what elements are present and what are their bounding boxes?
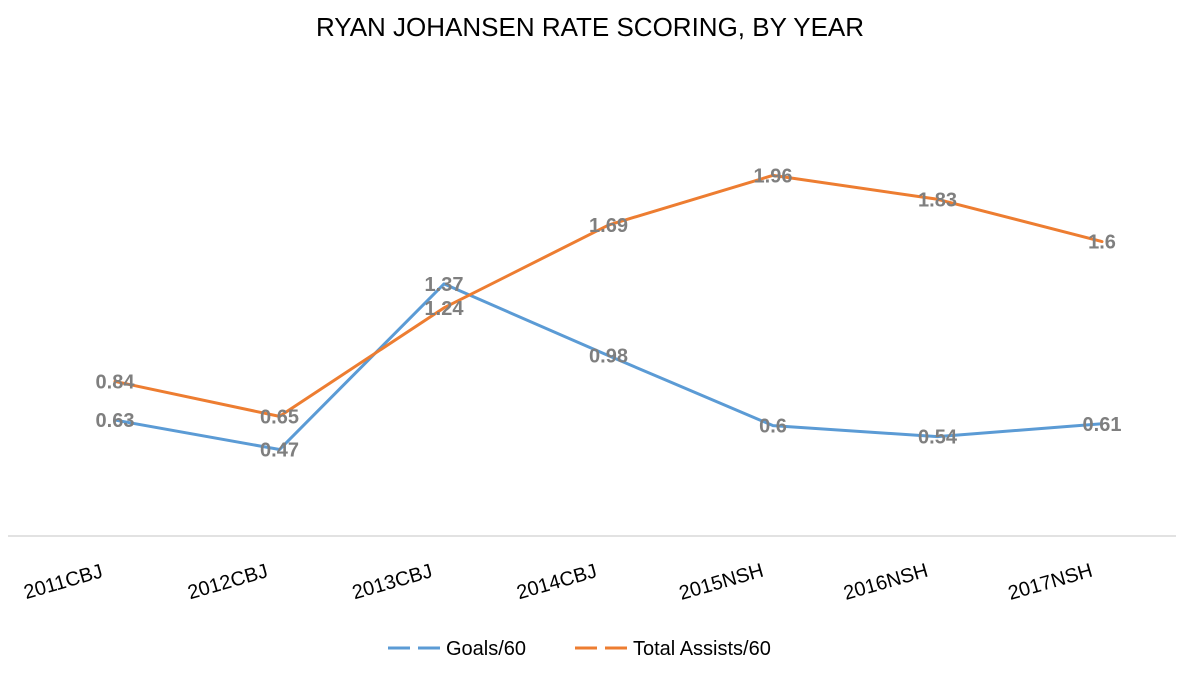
data-label: 1.96: [754, 165, 793, 187]
series-layer: [113, 173, 1104, 452]
category-label: 2014CBJ: [514, 560, 599, 604]
category-label: 2016NSH: [841, 560, 930, 605]
data-label: 0.54: [918, 427, 958, 449]
category-label: 2011CBJ: [21, 561, 105, 604]
data-label: 0.61: [1083, 414, 1122, 436]
series-line-goals-60: [113, 282, 1104, 452]
data-label: 0.98: [589, 346, 628, 368]
data-label: 1.37: [425, 274, 464, 296]
category-axis-labels: 2011CBJ 2012CBJ 2013CBJ 2014CBJ 2015NSH 2016N…: [21, 560, 1095, 605]
data-label: 0.6: [759, 416, 787, 438]
legend: Goals/60 Total Assists/60: [388, 638, 771, 660]
series-line-total-assists-60: [113, 173, 1104, 418]
data-label: 1.6: [1088, 232, 1116, 254]
category-label: 2013CBJ: [350, 560, 435, 604]
data-label: 0.63: [96, 410, 135, 432]
legend-label-goals-60: Goals/60: [446, 638, 526, 660]
category-label: 2015NSH: [677, 560, 766, 605]
data-label: 1.69: [589, 215, 628, 237]
data-label: 0.65: [260, 406, 299, 428]
data-label-layer: 0.63 0.47 1.37 0.98 0.6 0.54 0.61 0.84 0.65 1.24 1…: [96, 165, 1122, 461]
chart-title: RYAN JOHANSEN RATE SCORING, BY YEAR: [316, 12, 864, 42]
category-label: 2017NSH: [1006, 560, 1095, 605]
data-label: 0.84: [96, 371, 136, 393]
legend-label-total-assists-60: Total Assists/60: [633, 638, 771, 660]
data-label: 1.24: [425, 298, 465, 320]
category-label: 2012CBJ: [185, 560, 270, 604]
data-label: 1.83: [918, 189, 957, 211]
data-label: 0.47: [260, 440, 299, 462]
